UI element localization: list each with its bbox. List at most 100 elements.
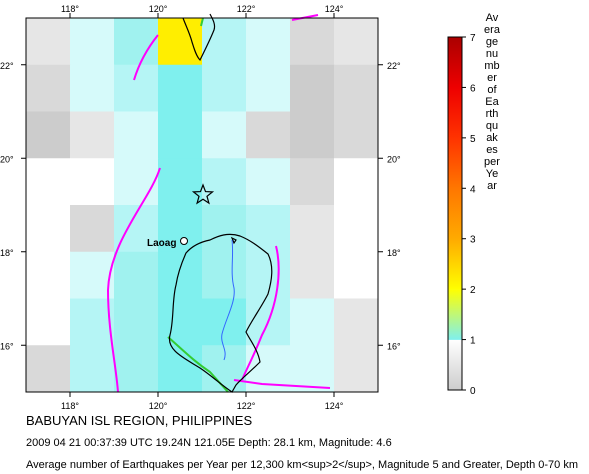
grid-cell [70,64,115,112]
grid-cell [202,251,247,299]
grid-cell [246,158,291,206]
grid-cell [334,64,379,112]
grid-cell [26,111,71,159]
taiwan-coastline [182,13,216,62]
grid-cell [246,18,291,66]
lon-tick-label: 122° [237,401,256,411]
seismicity-grid [26,18,379,393]
grid-cell [290,111,335,159]
grid-cell [114,111,159,159]
grid-cell [158,158,203,206]
plate-boundary-east-trench [241,245,280,381]
grid-cell [246,64,291,112]
color-scale-band [448,188,462,240]
lon-tick-label: 122° [237,4,256,14]
grid-cell [26,251,71,299]
lat-tick-label: 18° [387,248,401,258]
lon-tick-label: 118° [61,4,79,14]
color-scale-tick-label: 4 [470,184,476,195]
grid-cell [202,111,247,159]
color-scale-tick-label: 1 [470,336,476,347]
grid-cell [158,111,203,159]
grid-cell [334,251,379,299]
lat-tick-label: 20° [0,154,14,164]
grid-cell [70,158,115,206]
color-scale-tick-label: 5 [470,134,476,145]
color-scale-band [448,137,462,189]
plate-boundaries [106,14,331,393]
color-scale-tick-label: 3 [470,235,476,246]
lat-tick-label: 16° [0,341,14,351]
grid-cell [334,298,379,346]
grid-cell [246,111,291,159]
river [221,239,235,361]
color-scale-band [448,339,462,391]
map-footer-note: Average number of Earthquakes per Year p… [26,459,578,471]
grid-cell [290,298,335,346]
grid-cell [26,64,71,112]
color-scale-tick-label: 7 [470,33,476,44]
grid-cell [290,18,335,66]
grid-cell [202,345,247,393]
islet-1 [230,236,237,245]
plate-boundary-north-west [133,34,159,81]
grid-cell [158,18,203,66]
grid-cell [202,158,247,206]
grid-cell [334,18,379,66]
grid-cell [70,345,115,393]
lat-tick-label: 20° [387,154,401,164]
color-scale-label: Average number of Earthquakes per Year [484,12,503,192]
grid-cell [334,205,379,253]
color-scale-tick-label: 2 [470,285,476,296]
grid-cell [290,251,335,299]
color-scale-band [448,289,462,340]
grid-cell [114,345,159,393]
lon-tick-label: 120° [149,401,168,411]
grid-cell [158,345,203,393]
lon-tick-label: 120° [149,4,168,14]
lon-tick-label: 124° [325,4,344,14]
grid-cell [26,298,71,346]
grid-cell [290,158,335,206]
plate-boundary-south [233,379,331,389]
grid-cell [290,345,335,393]
grid-cell [290,205,335,253]
lon-tick-label: 118° [61,401,79,411]
grid-cell [158,298,203,346]
grid-cell [202,298,247,346]
laoag-city-label: Laoag [147,238,176,249]
grid-cell [70,18,115,66]
grid-cell [202,205,247,253]
lon-tick-label: 124° [325,401,344,411]
luzon-coastline [168,233,273,393]
grid-cell [26,158,71,206]
color-scale-bar: 0 1 2 3 4 5 6 7 [447,33,476,397]
star-icon [191,183,215,205]
grid-cell [26,18,71,66]
lat-tick-label: 18° [0,248,14,258]
grid-cell [26,345,71,393]
region-title: BABUYAN ISL REGION, PHILIPPINES [26,413,253,428]
grid-cell [334,345,379,393]
color-scale-band [448,238,462,290]
grid-cell [202,64,247,112]
lat-tick-label: 22° [0,61,14,71]
laoag-city-marker [180,237,188,245]
transform-faults [167,17,229,393]
grid-cell [334,158,379,206]
grid-cell [26,205,71,253]
map-axes: 118° 118° 120° 120° 122° 122° 124° 124° 16° 16° 18… [0,4,401,411]
grid-cell [158,64,203,112]
plate-boundary-west [106,167,161,393]
grid-cell [70,298,115,346]
transform-fault-luzon [167,336,229,393]
grid-cell [334,111,379,159]
grid-cell [114,298,159,346]
grid-cell [70,111,115,159]
color-scale-tick-label: 6 [470,83,476,94]
color-scale-band [448,87,462,139]
grid-cell [114,251,159,299]
coastlines [168,13,273,393]
grid-cell [246,205,291,253]
